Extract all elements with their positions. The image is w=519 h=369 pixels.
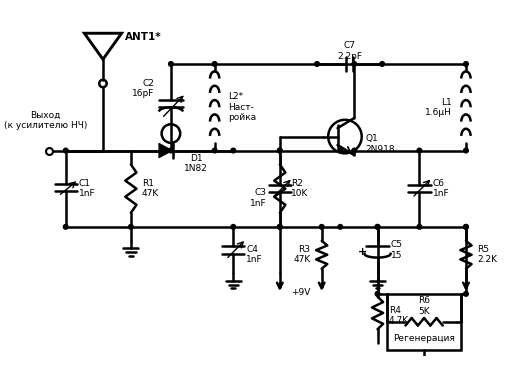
- Text: C2
16pF: C2 16pF: [132, 79, 154, 98]
- Circle shape: [417, 224, 422, 229]
- Circle shape: [231, 224, 236, 229]
- Circle shape: [212, 62, 217, 66]
- Circle shape: [463, 224, 468, 229]
- Text: D1
1N82: D1 1N82: [184, 154, 208, 173]
- Circle shape: [319, 224, 324, 229]
- Circle shape: [463, 224, 468, 229]
- Circle shape: [212, 148, 217, 153]
- Text: C4
1nF: C4 1nF: [247, 245, 263, 265]
- Circle shape: [375, 224, 380, 229]
- Circle shape: [463, 62, 468, 66]
- Circle shape: [463, 292, 468, 296]
- Text: Q1
2N918: Q1 2N918: [365, 134, 395, 154]
- Text: +: +: [358, 247, 367, 257]
- Circle shape: [380, 62, 385, 66]
- Text: R5
2.2K: R5 2.2K: [477, 245, 497, 265]
- Circle shape: [278, 224, 282, 229]
- Text: +9V: +9V: [291, 287, 310, 297]
- Circle shape: [463, 148, 468, 153]
- Circle shape: [352, 62, 357, 66]
- Text: L1
1.6μH: L1 1.6μH: [425, 97, 452, 117]
- Circle shape: [169, 148, 173, 153]
- Circle shape: [338, 148, 343, 153]
- Circle shape: [231, 148, 236, 153]
- Text: R4
4.7K: R4 4.7K: [389, 306, 409, 325]
- Circle shape: [278, 148, 282, 153]
- Circle shape: [375, 224, 380, 229]
- Text: R6
5K: R6 5K: [418, 296, 430, 315]
- Text: R1
47K: R1 47K: [142, 179, 159, 199]
- Text: Выход
(к усилителю НЧ): Выход (к усилителю НЧ): [4, 111, 87, 130]
- Text: C1
1nF: C1 1nF: [79, 179, 95, 199]
- Circle shape: [375, 292, 380, 296]
- Circle shape: [129, 224, 133, 229]
- Circle shape: [417, 148, 422, 153]
- Polygon shape: [159, 143, 173, 158]
- Text: Регенерация: Регенерация: [393, 334, 455, 343]
- Circle shape: [63, 148, 68, 153]
- Text: C5
15: C5 15: [391, 241, 403, 260]
- Circle shape: [352, 148, 357, 153]
- Circle shape: [278, 224, 282, 229]
- Text: L2*
Наст-
ройка: L2* Наст- ройка: [228, 92, 256, 122]
- Circle shape: [278, 148, 282, 153]
- Text: C3
1nF: C3 1nF: [250, 188, 267, 208]
- Circle shape: [315, 62, 319, 66]
- Circle shape: [338, 224, 343, 229]
- Text: C7
2.2pF: C7 2.2pF: [337, 41, 362, 61]
- Circle shape: [169, 62, 173, 66]
- Circle shape: [63, 224, 68, 229]
- Text: R2
10K: R2 10K: [291, 179, 308, 199]
- Text: ANT1*: ANT1*: [125, 32, 162, 42]
- Text: C6
1nF: C6 1nF: [432, 179, 449, 199]
- Text: R3
47K: R3 47K: [293, 245, 310, 265]
